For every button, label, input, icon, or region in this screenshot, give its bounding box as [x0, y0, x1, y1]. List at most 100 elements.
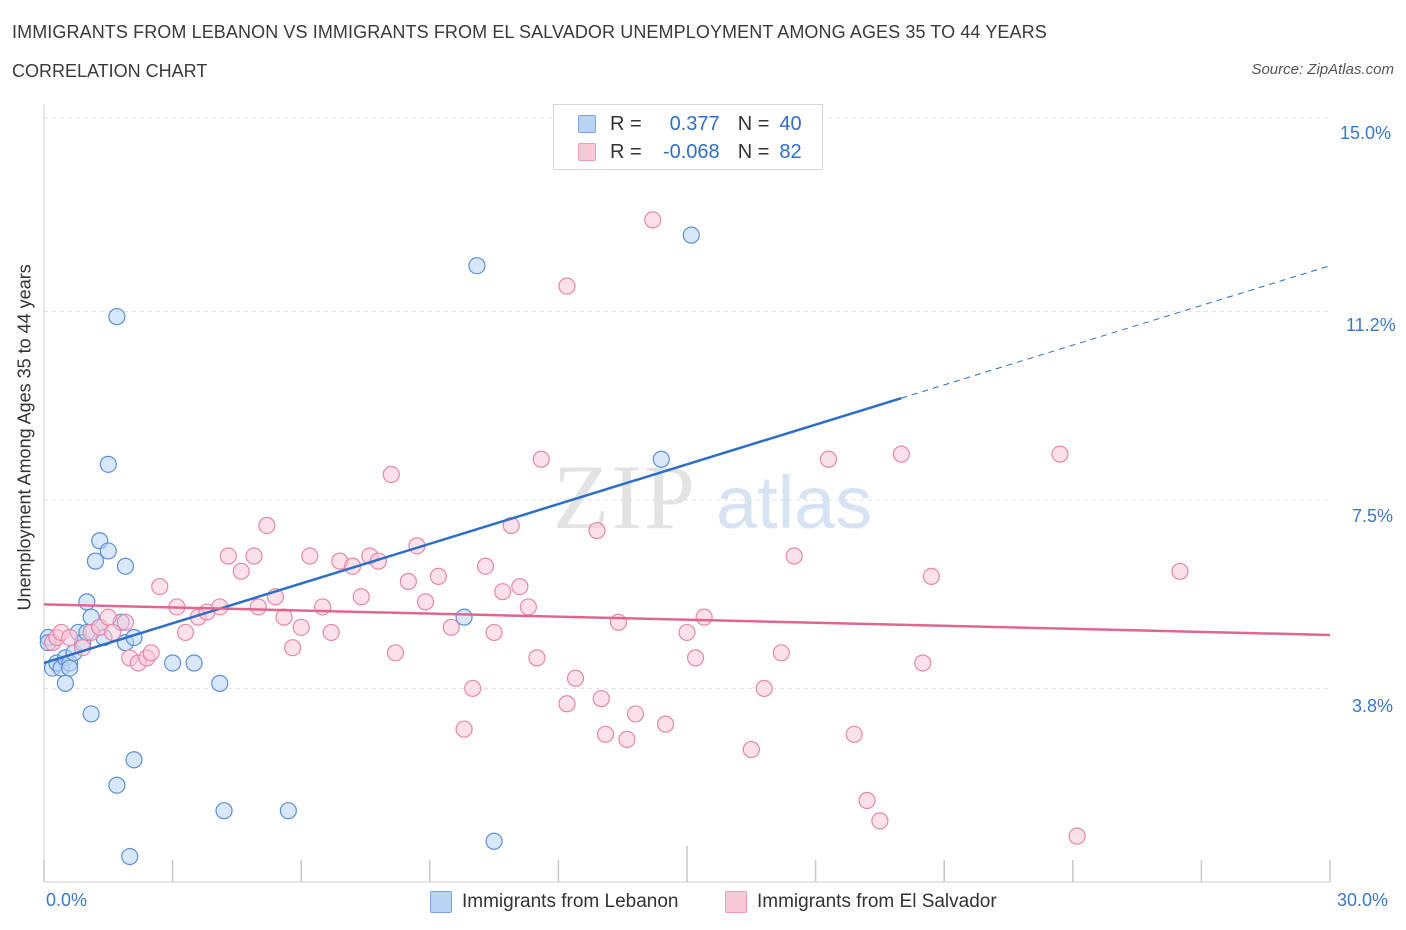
data-points [39, 211, 1189, 866]
r-value-elsalvador: -0.068 [662, 140, 720, 163]
data-point [108, 308, 126, 326]
n-value-lebanon: 40 [779, 112, 802, 135]
data-point [314, 598, 332, 616]
data-point [858, 791, 876, 810]
r-value-lebanon: 0.377 [669, 112, 720, 135]
data-point [99, 455, 117, 473]
data-point [116, 557, 135, 575]
y-tick-label: 11.2% [1346, 315, 1396, 335]
x-tick-label-max: 30.0% [1337, 890, 1389, 910]
y-tick-label: 7.5% [1352, 506, 1394, 526]
data-point [185, 654, 203, 672]
data-point [485, 623, 503, 642]
data-point [103, 623, 122, 642]
data-point [468, 257, 486, 275]
data-point [626, 705, 645, 723]
chart-subtitle: CORRELATION CHART [12, 61, 208, 81]
data-point [429, 567, 447, 586]
data-point [279, 802, 297, 820]
n-value-elsalvador: 82 [779, 140, 802, 163]
data-point [455, 720, 473, 738]
data-point [656, 715, 675, 733]
data-point [86, 552, 105, 570]
y-axis-title: Unemployment Among Ages 35 to 44 years [14, 264, 35, 611]
data-point [382, 465, 400, 484]
data-point [121, 847, 139, 866]
data-point [232, 562, 250, 580]
n-label: N = [737, 140, 770, 163]
data-point [82, 705, 100, 723]
data-point [211, 674, 229, 692]
source-credit: Source: ZipAtlas.com [1251, 61, 1394, 78]
data-point [164, 654, 182, 672]
data-point [845, 725, 863, 743]
data-point [652, 450, 670, 468]
data-point [219, 547, 237, 565]
data-point [464, 679, 482, 698]
data-point [494, 583, 512, 601]
trend-line-lebanon [43, 396, 902, 665]
data-point [558, 277, 576, 295]
data-point [558, 695, 576, 713]
data-point [176, 623, 195, 642]
axes [43, 104, 1331, 883]
data-point [352, 588, 370, 606]
watermark-atlas: atlas [716, 461, 872, 544]
data-point [116, 613, 135, 631]
trend-line-extension [901, 265, 1331, 399]
data-point [61, 628, 79, 647]
data-point [476, 557, 495, 575]
data-point [442, 618, 460, 636]
data-point [108, 776, 126, 794]
data-point [151, 577, 169, 596]
data-point [99, 542, 117, 560]
data-point [592, 690, 610, 708]
legend-label-elsalvador: Immigrants from El Salvador [757, 891, 997, 912]
data-point [215, 802, 233, 820]
data-point [292, 618, 310, 636]
y-tick-label: 15.0% [1340, 123, 1392, 143]
data-point [258, 516, 276, 535]
data-point [386, 644, 405, 662]
y-tick-label: 3.8% [1352, 696, 1394, 716]
bottom-legend-lebanon[interactable]: Immigrants from Lebanon [430, 889, 679, 915]
data-point [1051, 445, 1069, 463]
data-point [755, 679, 773, 698]
data-point [682, 226, 700, 244]
data-point [609, 613, 628, 631]
data-point [1068, 827, 1086, 845]
legend-swatch-elsalvador [725, 891, 747, 913]
r-label: R = [610, 140, 642, 163]
series-lebanon [39, 226, 700, 866]
trend-lines [43, 265, 1331, 665]
data-point [695, 608, 713, 626]
legend-label-lebanon: Immigrants from Lebanon [462, 891, 679, 912]
data-point [322, 623, 340, 642]
watermark-zip: ZIP [553, 446, 697, 548]
data-point [532, 450, 550, 468]
data-point [1171, 562, 1189, 580]
data-point [785, 547, 803, 565]
legend-swatch-lebanon [430, 891, 452, 913]
data-point [399, 572, 417, 591]
data-point [78, 593, 96, 611]
bottom-legend-elsalvador[interactable]: Immigrants from El Salvador [725, 889, 997, 915]
data-point [56, 674, 75, 692]
data-point [566, 669, 585, 687]
series-elsalvador [43, 211, 1189, 845]
data-point [99, 608, 117, 626]
data-point [142, 644, 160, 662]
data-point [588, 521, 606, 540]
r-label: R = [610, 112, 642, 135]
n-label: N = [737, 112, 770, 135]
data-point [511, 577, 529, 596]
stats-legend: R = 0.377 N = 40 R = -0.068 N = 82 [553, 104, 823, 170]
data-point [678, 623, 696, 642]
data-point [61, 659, 79, 677]
data-point [416, 593, 435, 611]
legend-row-lebanon: R = 0.377 N = 40 [578, 111, 802, 137]
data-point [772, 644, 790, 662]
data-point [596, 725, 615, 743]
x-tick-label-min: 0.0% [46, 890, 88, 910]
